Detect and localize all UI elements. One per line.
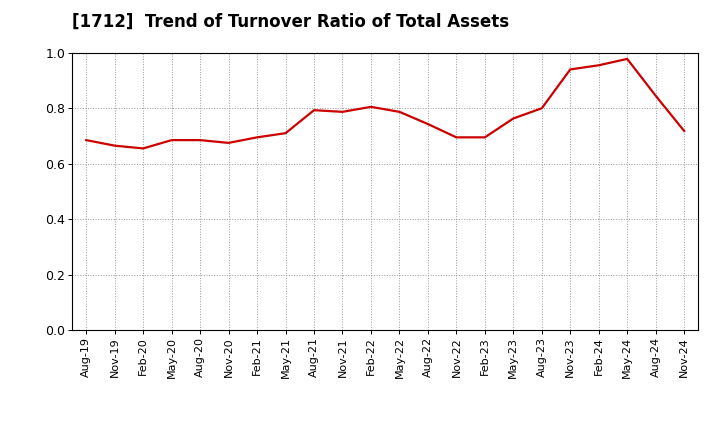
Text: [1712]  Trend of Turnover Ratio of Total Assets: [1712] Trend of Turnover Ratio of Total … (72, 13, 509, 31)
